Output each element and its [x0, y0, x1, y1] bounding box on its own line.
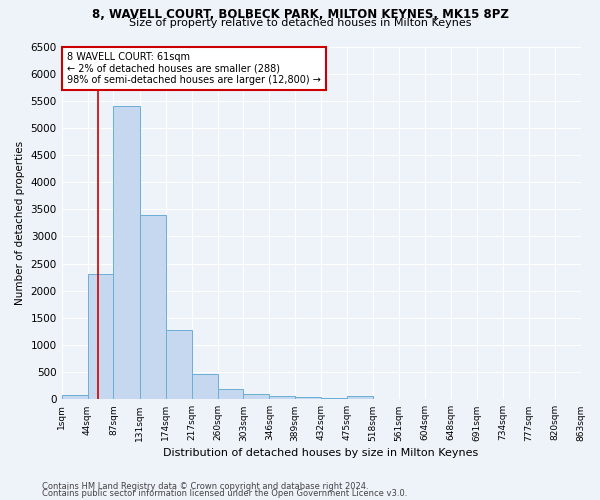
- Bar: [347, 396, 373, 400]
- Text: Contains public sector information licensed under the Open Government Licence v3: Contains public sector information licen…: [42, 489, 407, 498]
- Bar: [295, 398, 321, 400]
- Bar: [269, 396, 295, 400]
- Bar: [62, 395, 88, 400]
- Bar: [244, 394, 269, 400]
- Bar: [191, 374, 218, 400]
- Bar: [218, 388, 244, 400]
- Bar: [321, 398, 347, 400]
- X-axis label: Distribution of detached houses by size in Milton Keynes: Distribution of detached houses by size …: [163, 448, 479, 458]
- Bar: [113, 106, 140, 400]
- Text: Contains HM Land Registry data © Crown copyright and database right 2024.: Contains HM Land Registry data © Crown c…: [42, 482, 368, 491]
- Text: 8, WAVELL COURT, BOLBECK PARK, MILTON KEYNES, MK15 8PZ: 8, WAVELL COURT, BOLBECK PARK, MILTON KE…: [92, 8, 508, 20]
- Bar: [166, 330, 191, 400]
- Text: 8 WAVELL COURT: 61sqm
← 2% of detached houses are smaller (288)
98% of semi-deta: 8 WAVELL COURT: 61sqm ← 2% of detached h…: [67, 52, 321, 85]
- Bar: [88, 274, 113, 400]
- Text: Size of property relative to detached houses in Milton Keynes: Size of property relative to detached ho…: [129, 18, 471, 28]
- Y-axis label: Number of detached properties: Number of detached properties: [15, 141, 25, 305]
- Bar: [140, 215, 166, 400]
